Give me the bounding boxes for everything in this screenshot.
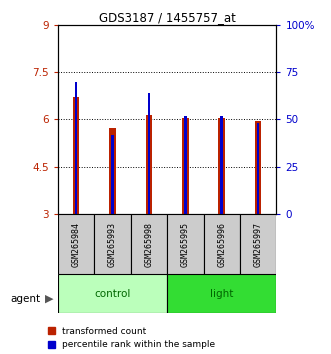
Text: control: control bbox=[94, 289, 131, 299]
Bar bbox=[109, 128, 116, 214]
Text: ▶: ▶ bbox=[45, 294, 53, 304]
Bar bbox=[148, 93, 150, 214]
Text: GSM265998: GSM265998 bbox=[144, 222, 154, 267]
Bar bbox=[75, 81, 77, 214]
Bar bbox=[94, 214, 131, 274]
Bar bbox=[167, 214, 204, 274]
Bar bbox=[184, 116, 187, 214]
Bar bbox=[146, 115, 152, 214]
Bar bbox=[111, 135, 114, 214]
Text: GSM265995: GSM265995 bbox=[181, 222, 190, 267]
Text: GSM265996: GSM265996 bbox=[217, 222, 226, 267]
Bar bbox=[73, 97, 79, 214]
Legend: transformed count, percentile rank within the sample: transformed count, percentile rank withi… bbox=[48, 327, 215, 349]
Bar bbox=[257, 123, 260, 214]
Text: GSM265993: GSM265993 bbox=[108, 222, 117, 267]
Bar bbox=[182, 118, 189, 214]
Text: GSM265984: GSM265984 bbox=[71, 222, 81, 267]
Bar bbox=[167, 274, 276, 313]
Bar bbox=[58, 274, 167, 313]
Bar bbox=[58, 214, 94, 274]
Text: light: light bbox=[210, 289, 233, 299]
Title: GDS3187 / 1455757_at: GDS3187 / 1455757_at bbox=[99, 11, 236, 24]
Bar bbox=[220, 116, 223, 214]
Bar bbox=[204, 214, 240, 274]
Bar bbox=[218, 118, 225, 214]
Bar bbox=[255, 121, 261, 214]
Text: agent: agent bbox=[10, 294, 40, 304]
Bar bbox=[131, 214, 167, 274]
Text: GSM265997: GSM265997 bbox=[254, 222, 263, 267]
Bar bbox=[240, 214, 276, 274]
